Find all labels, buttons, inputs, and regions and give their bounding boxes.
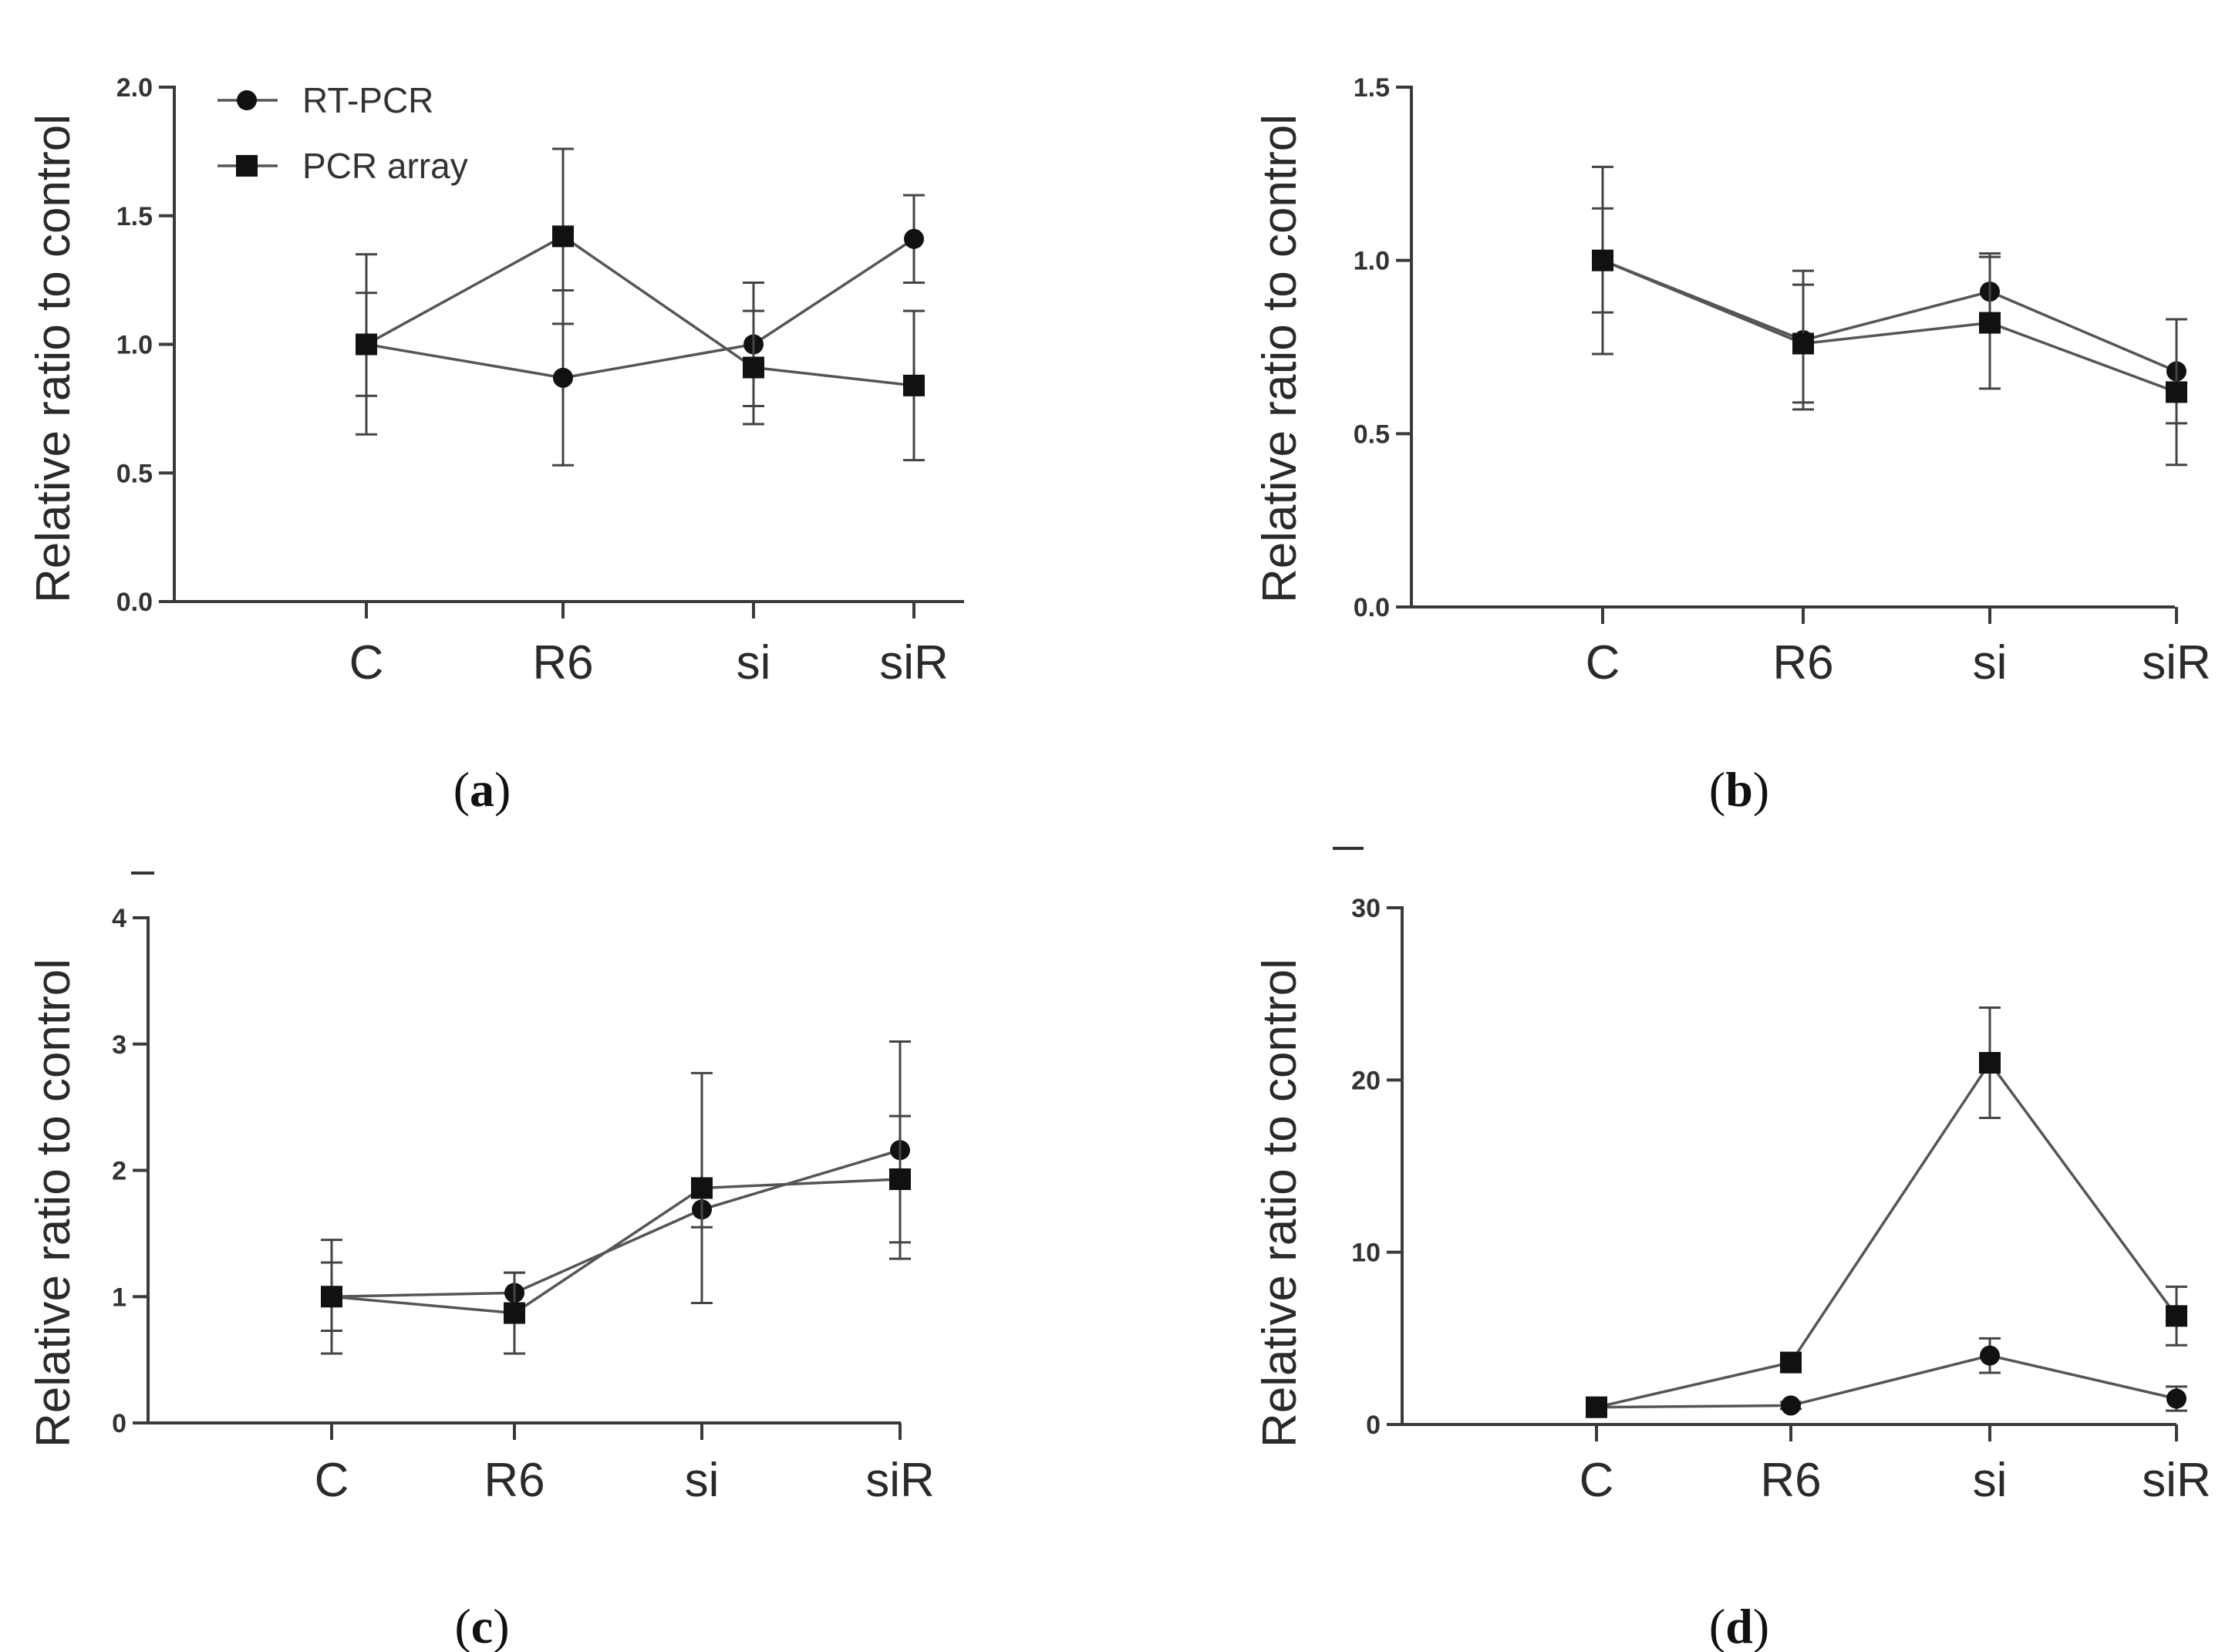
series-rt-pcr [321,1040,911,1332]
data-point-square [1586,1396,1607,1418]
data-point-circle [2166,1388,2186,1409]
x-tick-label: C [315,1454,349,1507]
x-tick-label: siR [879,636,949,689]
x-tick-label: siR [2142,1454,2211,1507]
data-point-square [321,1286,342,1308]
data-point-square [2166,1305,2187,1327]
x-tick-label: C [349,636,384,689]
data-point-circle [1980,1345,2000,1366]
x-tick-label: siR [865,1454,935,1507]
y-tick-label: 0 [1366,1411,1381,1440]
data-point-circle [1781,1395,1801,1416]
legend-marker-circle [237,90,257,110]
legend-item-rt-pcr: RT-PCR [217,80,433,120]
panel-label: (b) [1709,762,1769,817]
y-tick-label: 0.0 [1354,593,1390,622]
legend-label: RT-PCR [302,80,433,120]
y-tick-label: 30 [1351,894,1381,923]
chart-panel-a: 0.0 0.5 1.0 1.5 2.0 C R6 si siR Relative ratio to… [27,73,964,817]
chart-panel-c: 0 1 2 3 4 C R6 si siR Relative ratio to control (c… [27,872,935,1652]
panel-label: (d) [1709,1599,1769,1652]
y-tick-label: 1.0 [1354,247,1390,276]
y-tick-label: 0 [112,1409,126,1438]
data-point-square [1592,249,1613,271]
x-tick-label: R6 [1772,636,1833,689]
data-point-square [552,225,574,248]
series-pcr-array [356,147,925,462]
series-line [366,238,915,379]
chart-panel-b: 0.0 0.5 1.0 1.5 C R6 si siR Relative ratio to co… [1253,73,2211,817]
panel-label: (c) [454,1599,509,1652]
x-tick-label: R6 [532,636,593,689]
y-tick-label: 2 [112,1157,126,1186]
data-point-square [504,1302,525,1324]
x-tick-label: C [1580,1454,1614,1507]
y-axis-label: Relative ratio to control [1253,959,1306,1448]
series-rt-pcr [1586,1337,2187,1418]
panel-label: (a) [453,762,511,817]
series-line [331,1148,901,1298]
legend: RT-PCR PCR array [217,80,468,186]
series-line [1596,1354,2177,1409]
series-line [1602,259,2177,373]
y-axis-label: Relative ratio to control [27,114,80,603]
data-point-square [2166,381,2187,403]
series-pcr-array [321,1071,911,1355]
data-point-square [1979,312,2001,334]
x-tick-label: si [1973,1454,2008,1507]
y-tick-label: 1.5 [116,202,153,231]
y-tick-label: 10 [1351,1239,1381,1268]
data-point-square [743,356,764,379]
y-tick-label: 2.0 [116,73,153,103]
legend-label: PCR array [302,146,468,186]
data-point-circle [553,367,573,388]
x-tick-label: R6 [1760,1454,1821,1507]
y-axis-label: Relative ratio to control [1253,114,1306,603]
data-point-square [1979,1052,2001,1074]
x-tick-label: R6 [484,1454,545,1507]
x-tick-label: siR [2142,636,2211,689]
x-tick-label: si [737,636,771,689]
series-line [1596,1060,2178,1409]
chart-panel-d: 0 10 20 30 C R6 si siR Relative ratio to control… [1253,847,2211,1652]
y-tick-label: 0.0 [116,588,153,617]
series-line [366,234,915,387]
data-point-square [1780,1351,1802,1374]
data-point-square [889,1168,911,1190]
series-rt-pcr [1592,207,2187,425]
series-line [1602,259,2177,394]
series-rt-pcr [356,194,925,467]
data-point-square [903,374,925,396]
legend-item-pcr-array: PCR array [217,146,468,186]
y-tick-label: 4 [112,904,126,933]
series-pcr-array [1592,165,2187,467]
legend-marker-square [236,155,258,177]
y-tick-label: 0.5 [1354,420,1390,449]
data-point-square [1792,332,1814,355]
data-point-circle [904,228,924,249]
x-tick-label: si [685,1454,720,1507]
x-tick-label: C [1586,636,1620,689]
series-line [331,1178,901,1315]
y-tick-label: 20 [1351,1066,1381,1095]
data-point-square [356,333,377,356]
y-tick-label: 0.5 [116,459,153,488]
y-tick-label: 1.0 [116,331,153,360]
x-tick-label: si [1973,636,2008,689]
data-point-square [691,1177,713,1199]
y-axis-label: Relative ratio to control [27,959,80,1448]
y-tick-label: 1 [112,1283,126,1312]
y-tick-label: 1.5 [1354,73,1390,103]
series-pcr-array [1586,1006,2187,1418]
y-tick-label: 3 [112,1030,126,1060]
